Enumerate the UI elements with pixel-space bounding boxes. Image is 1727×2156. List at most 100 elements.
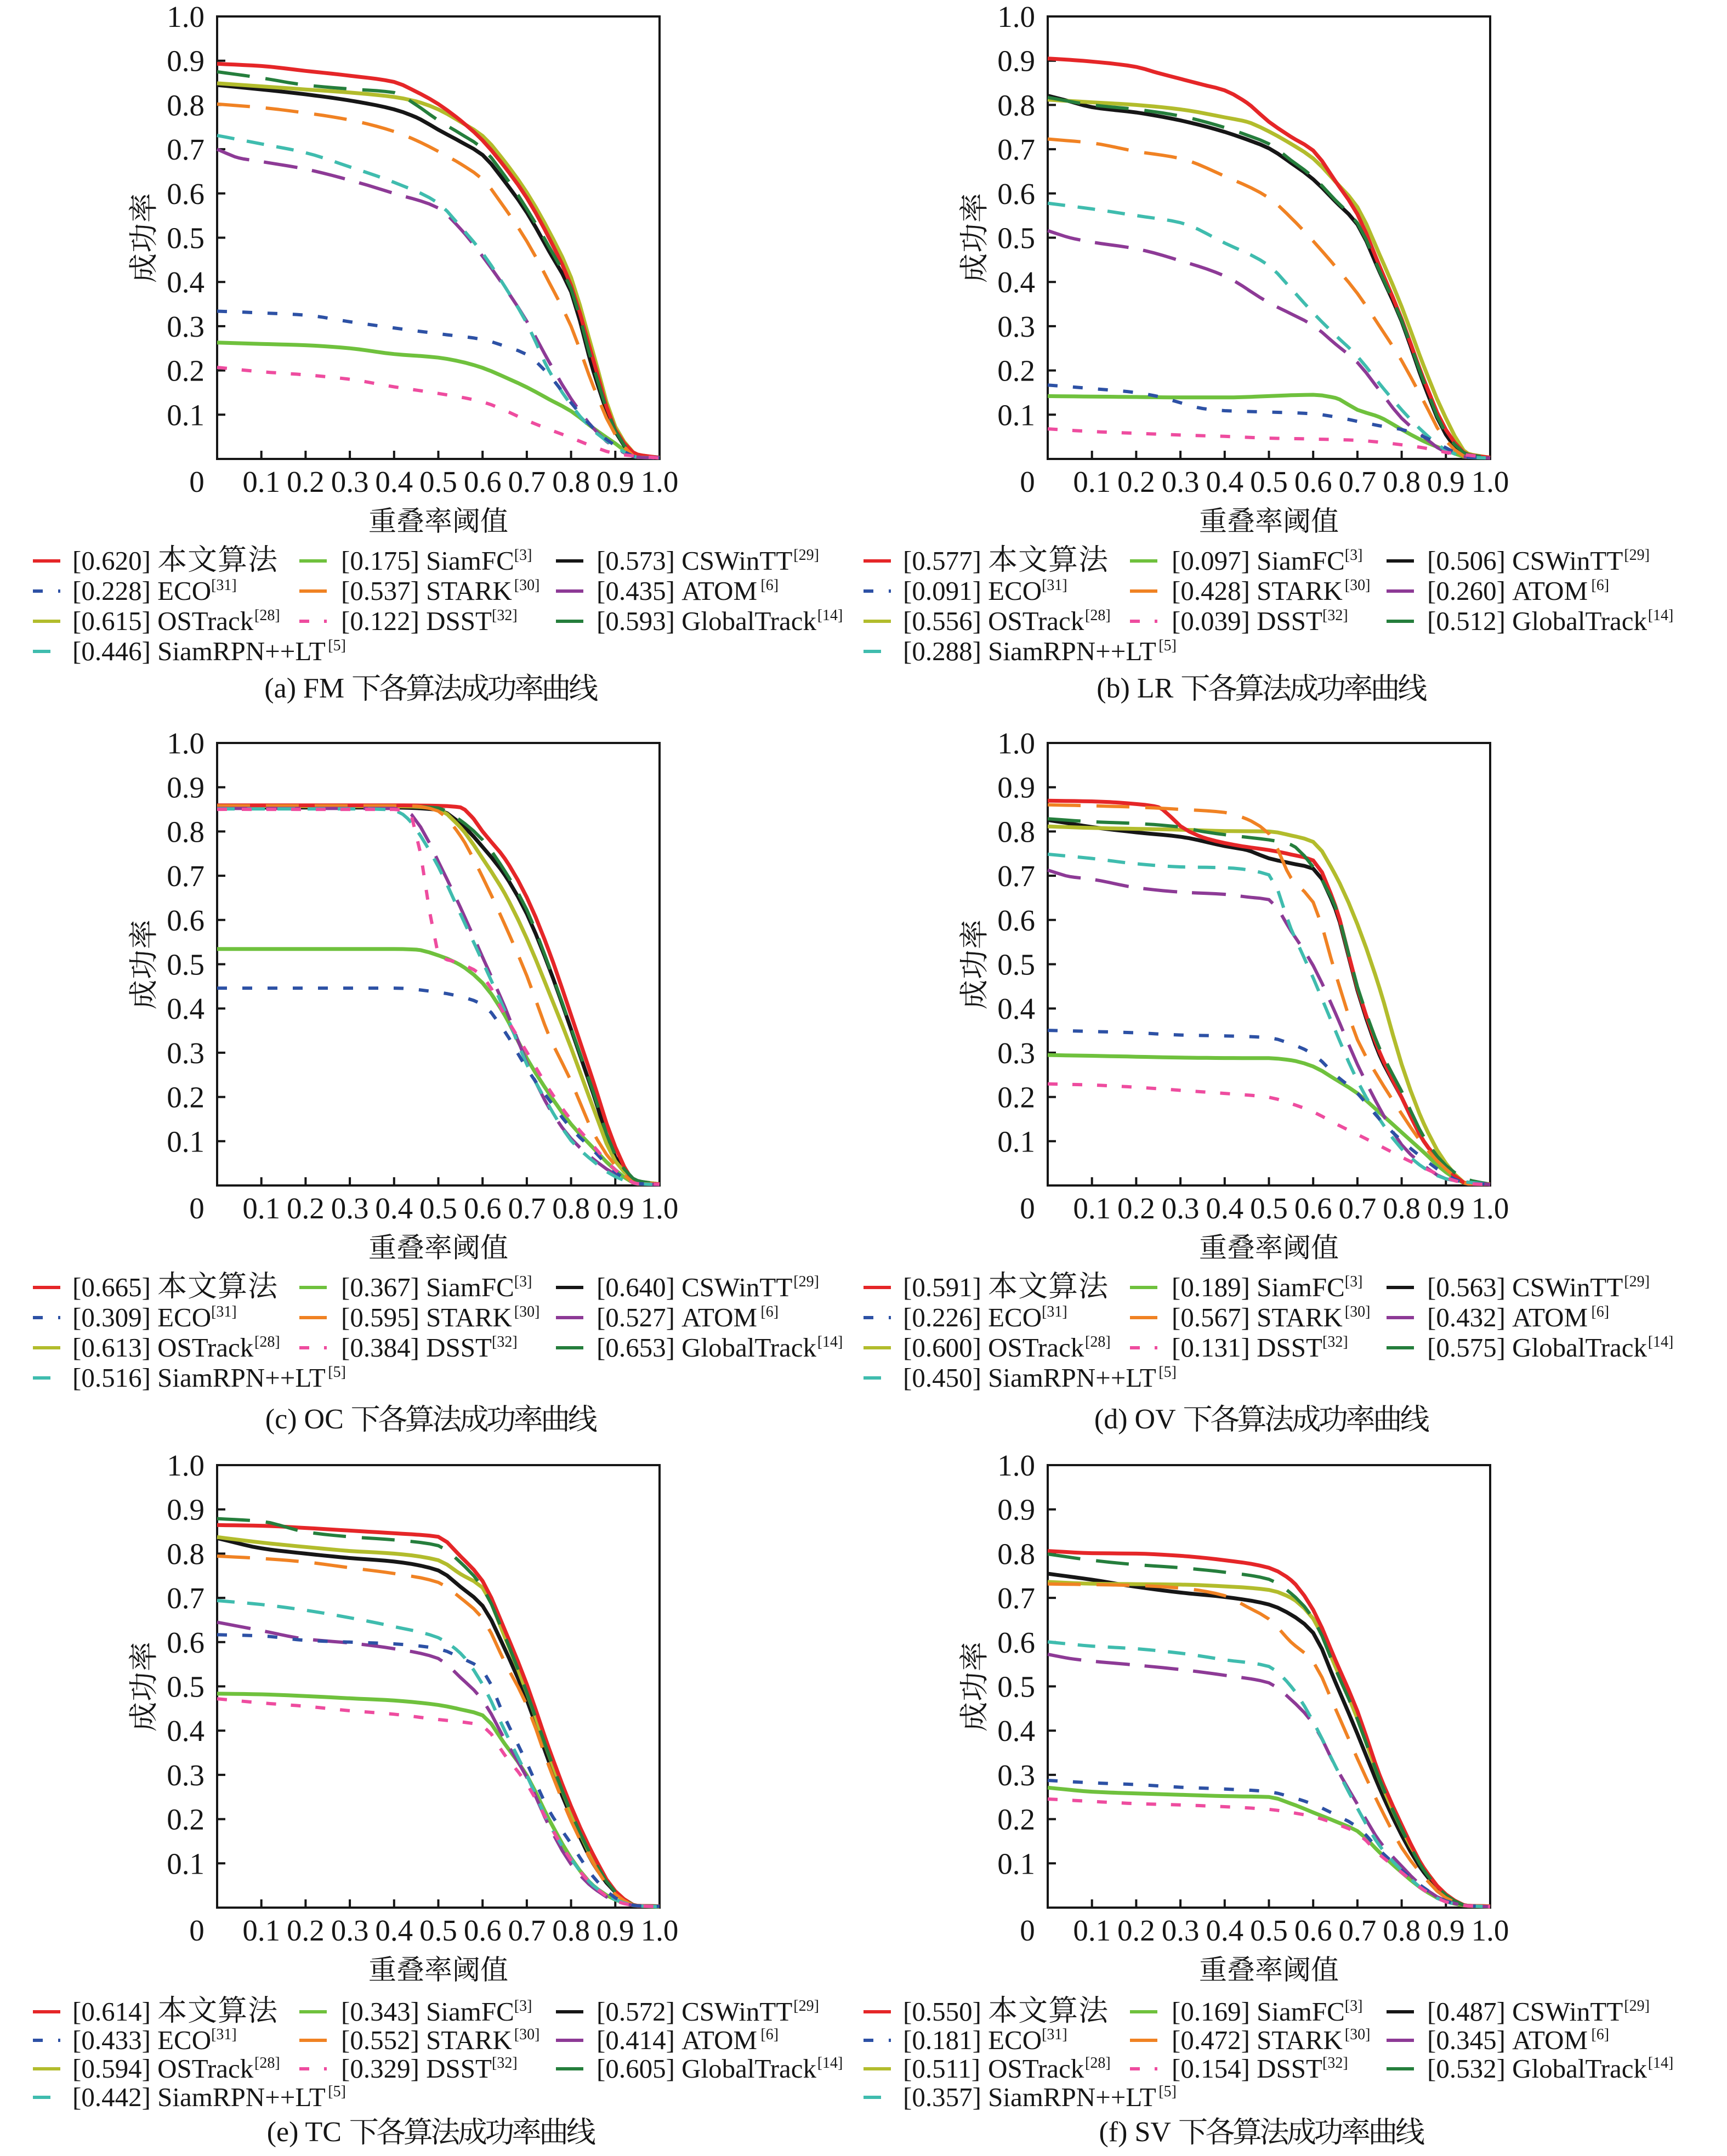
svg-text:[0.511]: [0.511] <box>903 2053 980 2084</box>
svg-text:GlobalTrack: GlobalTrack <box>1512 606 1647 636</box>
svg-text:0.4: 0.4 <box>997 992 1035 1025</box>
svg-text:DSST: DSST <box>1257 2053 1322 2084</box>
svg-text:1.0: 1.0 <box>997 727 1035 760</box>
svg-text:0.7: 0.7 <box>167 1581 204 1615</box>
svg-text:1.0: 1.0 <box>641 1192 679 1225</box>
svg-text:[0.573]: [0.573] <box>597 546 675 576</box>
svg-text:0.8: 0.8 <box>997 1537 1035 1570</box>
svg-text:0.4: 0.4 <box>997 265 1035 299</box>
svg-text:0.4: 0.4 <box>167 1714 204 1748</box>
svg-text:0.8: 0.8 <box>1383 465 1421 498</box>
svg-text:[32]: [32] <box>492 1334 518 1351</box>
svg-text:0.1: 0.1 <box>242 465 280 498</box>
svg-text:0.9: 0.9 <box>997 44 1035 78</box>
svg-text:[14]: [14] <box>817 607 843 624</box>
svg-text:SiamRPN++LT: SiamRPN++LT <box>988 636 1156 666</box>
svg-text:0.7: 0.7 <box>167 133 204 166</box>
svg-text:0.1: 0.1 <box>242 1192 280 1225</box>
svg-text:0.2: 0.2 <box>287 465 325 498</box>
svg-text:0.3: 0.3 <box>1162 1192 1200 1225</box>
svg-text:[31]: [31] <box>1042 577 1067 594</box>
svg-text:0.2: 0.2 <box>997 354 1035 388</box>
svg-text:ATOM: ATOM <box>681 1302 757 1332</box>
svg-text:0.7: 0.7 <box>508 1914 546 1947</box>
svg-text:[0.665]: [0.665] <box>72 1272 151 1302</box>
svg-text:0.7: 0.7 <box>1339 1192 1377 1225</box>
svg-text:0.7: 0.7 <box>997 1581 1035 1615</box>
svg-text:0.2: 0.2 <box>1117 1192 1155 1225</box>
svg-text:0.2: 0.2 <box>1117 465 1155 498</box>
svg-text:SiamFC: SiamFC <box>426 1272 514 1302</box>
svg-text:1.0: 1.0 <box>1472 1192 1509 1225</box>
svg-text:[0.613]: [0.613] <box>72 1332 151 1363</box>
svg-text:DSST: DSST <box>1257 1332 1322 1363</box>
svg-text:[0.039]: [0.039] <box>1172 606 1250 636</box>
svg-text:[0.550]: [0.550] <box>903 1996 981 2027</box>
svg-text:OSTrack: OSTrack <box>157 1332 254 1363</box>
svg-text:[6]: [6] <box>1591 2026 1609 2043</box>
svg-text:[32]: [32] <box>492 2055 518 2072</box>
svg-text:SiamRPN++LT: SiamRPN++LT <box>988 1363 1156 1393</box>
svg-text:[0.446]: [0.446] <box>72 636 151 666</box>
svg-text:[14]: [14] <box>1648 607 1674 624</box>
svg-text:[29]: [29] <box>1624 547 1650 564</box>
svg-text:SiamRPN++LT: SiamRPN++LT <box>988 2082 1156 2112</box>
svg-text:1.0: 1.0 <box>641 1914 679 1947</box>
svg-text:0.3: 0.3 <box>997 1036 1035 1070</box>
svg-text:[6]: [6] <box>760 2026 779 2043</box>
svg-text:0.9: 0.9 <box>1427 1192 1465 1225</box>
svg-text:[0.189]: [0.189] <box>1172 1272 1250 1302</box>
svg-text:[31]: [31] <box>1042 2026 1067 2043</box>
svg-text:STARK: STARK <box>1257 2025 1343 2055</box>
svg-text:0.8: 0.8 <box>167 88 204 122</box>
svg-text:[30]: [30] <box>514 2026 540 2043</box>
svg-text:SiamFC: SiamFC <box>1257 1996 1345 2027</box>
svg-text:[6]: [6] <box>1591 1303 1609 1320</box>
svg-text:[0.288]: [0.288] <box>903 636 981 666</box>
svg-text:[0.260]: [0.260] <box>1427 576 1506 606</box>
svg-text:0: 0 <box>1020 465 1035 498</box>
svg-text:0.8: 0.8 <box>552 465 590 498</box>
svg-text:0.9: 0.9 <box>167 771 204 804</box>
svg-text:[0.414]: [0.414] <box>597 2025 675 2055</box>
svg-text:[0.594]: [0.594] <box>72 2053 151 2084</box>
svg-text:[0.345]: [0.345] <box>1427 2025 1506 2055</box>
svg-text:0.4: 0.4 <box>1206 1914 1243 1947</box>
svg-text:ECO: ECO <box>988 1302 1042 1332</box>
svg-text:[0.620]: [0.620] <box>72 546 151 576</box>
svg-text:0.3: 0.3 <box>1162 1914 1200 1947</box>
svg-text:GlobalTrack: GlobalTrack <box>1512 1332 1647 1363</box>
svg-text:0.1: 0.1 <box>997 398 1035 432</box>
svg-text:(d) OV: (d) OV <box>1094 1404 1176 1435</box>
svg-text:OSTrack: OSTrack <box>157 606 254 636</box>
svg-text:0.1: 0.1 <box>1073 465 1111 498</box>
svg-text:0: 0 <box>189 1914 204 1947</box>
svg-text:0.3: 0.3 <box>331 1192 369 1225</box>
svg-text:[5]: [5] <box>1158 637 1177 654</box>
svg-text:GlobalTrack: GlobalTrack <box>1512 2053 1647 2084</box>
svg-text:ATOM: ATOM <box>681 576 757 606</box>
svg-text:0.2: 0.2 <box>287 1192 325 1225</box>
svg-text:0.2: 0.2 <box>167 354 204 388</box>
svg-text:[0.367]: [0.367] <box>341 1272 419 1302</box>
svg-text:[0.653]: [0.653] <box>597 1332 675 1363</box>
svg-text:SiamFC: SiamFC <box>1257 1272 1345 1302</box>
svg-text:[0.384]: [0.384] <box>341 1332 419 1363</box>
svg-text:0.8: 0.8 <box>997 815 1035 848</box>
svg-text:0.8: 0.8 <box>1383 1914 1421 1947</box>
svg-text:[0.433]: [0.433] <box>72 2025 151 2055</box>
svg-text:CSWinTT: CSWinTT <box>1512 1272 1623 1302</box>
svg-text:0.1: 0.1 <box>167 1847 204 1880</box>
svg-text:(f) SV: (f) SV <box>1099 2117 1171 2148</box>
svg-text:DSST: DSST <box>1257 606 1322 636</box>
svg-text:[30]: [30] <box>1345 577 1371 594</box>
svg-text:[0.552]: [0.552] <box>341 2025 419 2055</box>
svg-text:0.6: 0.6 <box>167 177 204 211</box>
svg-text:(a) FM: (a) FM <box>264 673 344 704</box>
svg-text:0.1: 0.1 <box>997 1847 1035 1880</box>
svg-text:[31]: [31] <box>211 2026 237 2043</box>
svg-text:0.3: 0.3 <box>997 310 1035 343</box>
svg-text:[5]: [5] <box>328 2083 346 2100</box>
svg-text:[0.357]: [0.357] <box>903 2082 981 2112</box>
svg-text:CSWinTT: CSWinTT <box>1512 546 1623 576</box>
